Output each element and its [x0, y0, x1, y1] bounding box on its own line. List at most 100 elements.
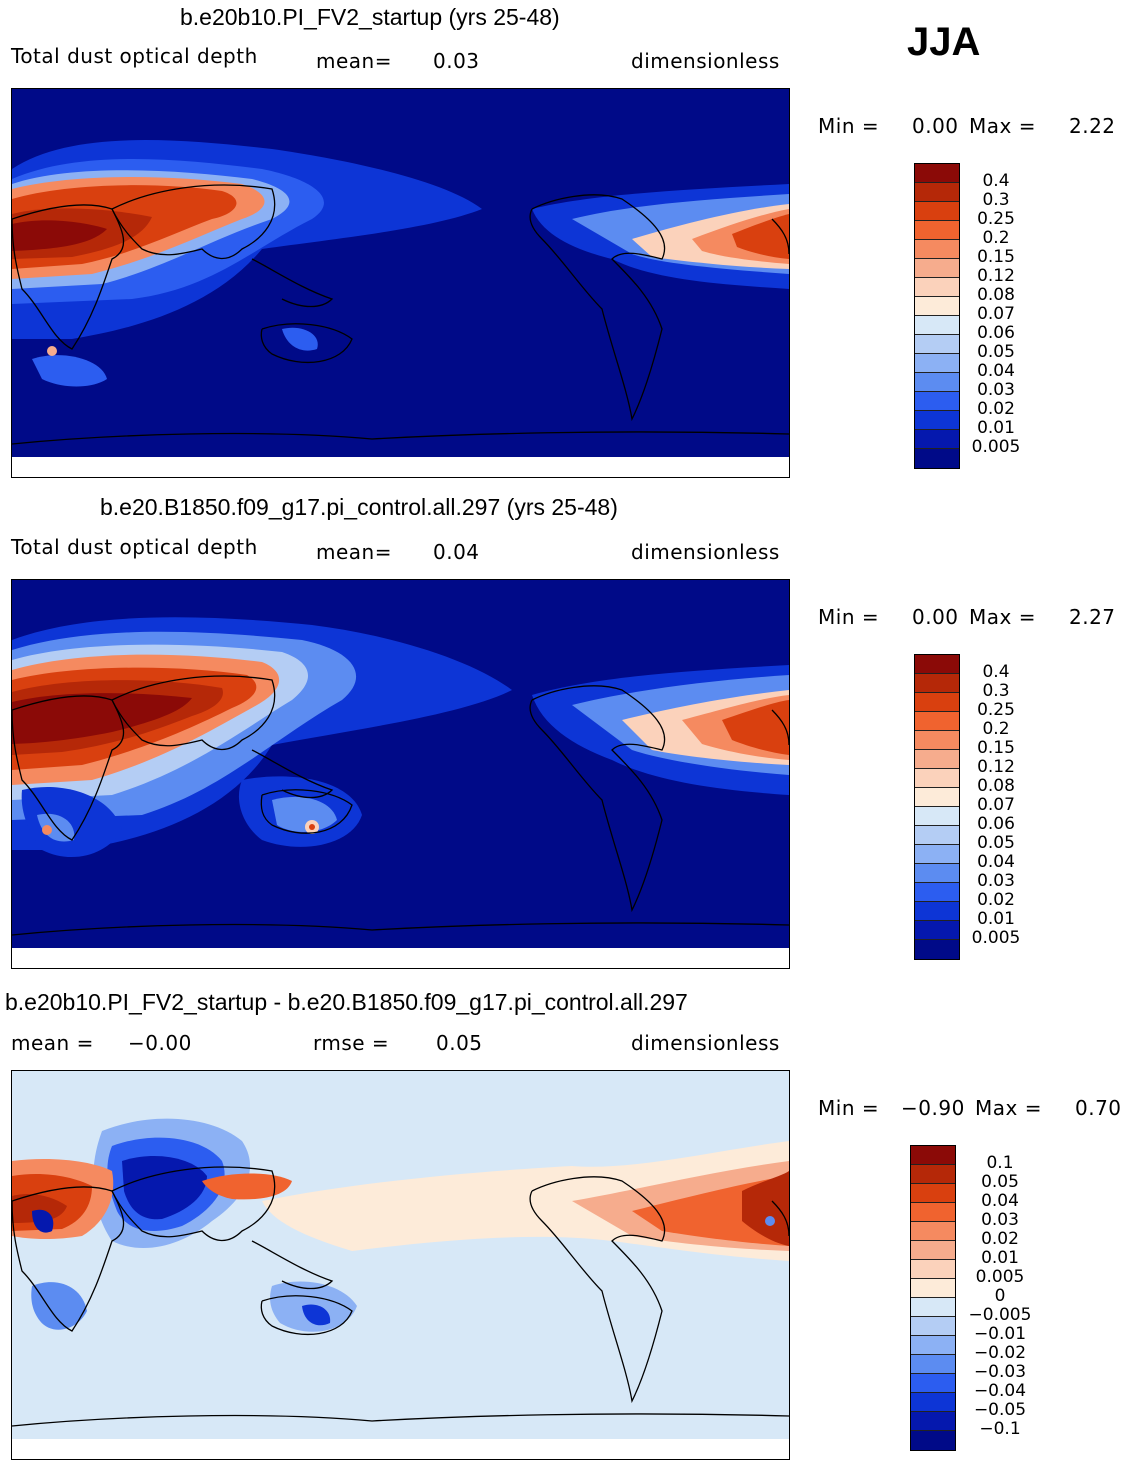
panel-2-mean-label: mean=: [316, 540, 392, 564]
colorbar-label: 0.15: [977, 738, 1015, 758]
colorbar-label: 0.05: [981, 1172, 1019, 1192]
colorbar-swatch: [915, 693, 959, 712]
colorbar-swatch: [915, 902, 959, 921]
colorbar-swatch: [915, 921, 959, 940]
colorbar-label: 0.03: [977, 871, 1015, 891]
colorbar-label: 0.04: [977, 361, 1015, 381]
season-label: JJA: [907, 20, 981, 64]
panel-3-min-value: −0.90: [901, 1096, 965, 1120]
colorbar-swatch: [915, 769, 959, 788]
colorbar-label: 0.005: [971, 928, 1021, 948]
colorbar-swatch: [915, 655, 959, 674]
colorbar-label: 0.12: [977, 757, 1015, 777]
colorbar-label: 0.4: [982, 171, 1010, 191]
colorbar-swatch: [915, 411, 959, 430]
panel-1-min-value: 0.00: [912, 114, 959, 138]
colorbar-swatch: [915, 221, 959, 240]
colorbar-swatch: [911, 1431, 955, 1450]
colorbar-label: 0.04: [981, 1191, 1019, 1211]
panel-1-max-value: 2.22: [1069, 114, 1116, 138]
colorbar-label: 0.03: [977, 380, 1015, 400]
colorbar-swatch: [911, 1298, 955, 1317]
colorbar-label: 0.05: [977, 342, 1015, 362]
colorbar-label: 0.12: [977, 266, 1015, 286]
panel-3-mean-label: mean =: [11, 1031, 94, 1055]
colorbar-label: 0.01: [977, 909, 1015, 929]
colorbar-swatch: [915, 297, 959, 316]
panel-1-title: b.e20b10.PI_FV2_startup (yrs 25-48): [180, 4, 560, 30]
colorbar-label: 0.1: [986, 1153, 1014, 1173]
colorbar-swatch: [911, 1146, 955, 1165]
colorbar-label: 0.05: [977, 833, 1015, 853]
colorbar-swatch: [911, 1184, 955, 1203]
panel-1-mean-value: 0.03: [433, 49, 480, 73]
panel-1-mean-label: mean=: [316, 49, 392, 73]
colorbar-label: −0.01: [973, 1324, 1027, 1344]
coastlines: [12, 184, 789, 445]
colorbar-swatch: [915, 712, 959, 731]
coastlines: [12, 675, 789, 936]
colorbar-swatch: [915, 316, 959, 335]
panel-2-colorbar: [914, 654, 960, 960]
colorbar-swatch: [915, 354, 959, 373]
colorbar-label: 0.08: [977, 776, 1015, 796]
colorbar-swatch: [915, 883, 959, 902]
panel-3-rmse-label: rmse =: [313, 1031, 390, 1055]
colorbar-swatch: [911, 1374, 955, 1393]
colorbar-swatch: [915, 731, 959, 750]
panel-1-variable-label: Total dust optical depth: [11, 44, 258, 68]
colorbar-swatch: [915, 392, 959, 411]
colorbar-swatch: [915, 373, 959, 392]
panel-3-colorbar-labels: 0.1 0.05 0.04 0.03 0.02 0.01 0.005 0 −0.005 −0.01…: [962, 1154, 1038, 1439]
colorbar-label: −0.1: [979, 1419, 1021, 1439]
colorbar-label: 0.2: [982, 719, 1010, 739]
panel-1-max-label: Max =: [969, 114, 1036, 138]
colorbar-swatch: [915, 788, 959, 807]
colorbar-label: −0.02: [973, 1343, 1027, 1363]
colorbar-swatch: [911, 1336, 955, 1355]
panel-1-units: dimensionless: [631, 49, 780, 73]
panel-3-colorbar: [910, 1145, 956, 1451]
colorbar-label: −0.05: [973, 1400, 1027, 1420]
difference-field: [12, 1118, 789, 1332]
colorbar-swatch: [915, 449, 959, 468]
colorbar-label: 0.08: [977, 285, 1015, 305]
panel-2-map: [11, 579, 790, 969]
dust-field-atlantic: [532, 665, 789, 795]
colorbar-swatch: [911, 1355, 955, 1374]
dust-field-atlantic: [532, 184, 789, 289]
colorbar-swatch: [911, 1279, 955, 1298]
colorbar-label: 0.04: [977, 852, 1015, 872]
colorbar-swatch: [915, 845, 959, 864]
colorbar-swatch: [915, 164, 959, 183]
panel-3-min-label: Min =: [818, 1096, 880, 1120]
colorbar-swatch: [911, 1222, 955, 1241]
colorbar-swatch: [915, 240, 959, 259]
colorbar-label: 0.02: [977, 890, 1015, 910]
colorbar-swatch: [911, 1317, 955, 1336]
colorbar-swatch: [915, 750, 959, 769]
panel-3-title: b.e20b10.PI_FV2_startup - b.e20.B1850.f0…: [5, 989, 688, 1015]
colorbar-swatch: [911, 1203, 955, 1222]
panel-2-min-value: 0.00: [912, 605, 959, 629]
colorbar-label: 0.02: [977, 399, 1015, 419]
colorbar-label: 0.005: [971, 437, 1021, 457]
panel-1-colorbar: [914, 163, 960, 469]
colorbar-label: 0.07: [977, 304, 1015, 324]
colorbar-swatch: [915, 430, 959, 449]
colorbar-swatch: [915, 864, 959, 883]
colorbar-label: 0.3: [982, 681, 1010, 701]
colorbar-swatch: [911, 1260, 955, 1279]
panel-3-max-value: 0.70: [1075, 1096, 1122, 1120]
panel-2-max-label: Max =: [969, 605, 1036, 629]
colorbar-label: 0.005: [975, 1267, 1025, 1287]
colorbar-swatch: [915, 335, 959, 354]
panel-2-variable-label: Total dust optical depth: [11, 535, 258, 559]
colorbar-swatch: [915, 940, 959, 959]
colorbar-label: 0.15: [977, 247, 1015, 267]
panel-2-mean-value: 0.04: [433, 540, 480, 564]
panel-3-max-label: Max =: [975, 1096, 1042, 1120]
colorbar-label: −0.005: [968, 1305, 1032, 1325]
panel-1-map: [11, 88, 790, 478]
missing-data-band: [12, 948, 789, 968]
